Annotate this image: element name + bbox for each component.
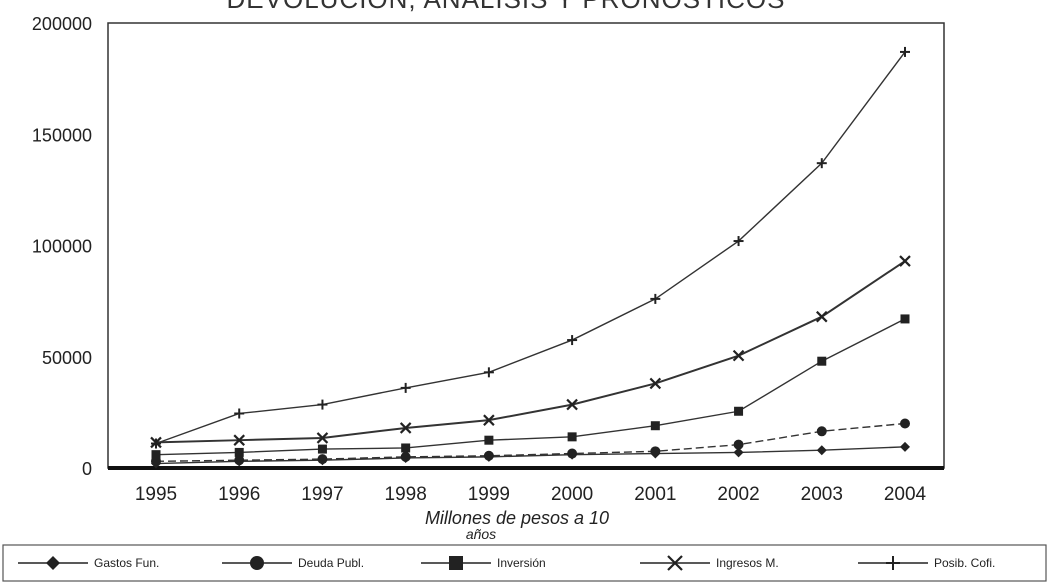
legend-label: Inversión bbox=[497, 556, 546, 570]
data-point bbox=[650, 446, 661, 457]
legend-items: Gastos Fun. Deuda Publ. Inversión Ingresos … bbox=[18, 555, 995, 571]
data-point bbox=[400, 382, 411, 393]
legend-marker bbox=[667, 555, 683, 571]
data-point bbox=[817, 356, 827, 366]
data-point bbox=[732, 349, 745, 362]
data-point bbox=[567, 432, 577, 442]
x-tick-label: 1998 bbox=[385, 484, 427, 505]
x-tick-label: 1997 bbox=[301, 484, 343, 505]
data-point bbox=[816, 158, 827, 169]
data-point bbox=[650, 421, 660, 431]
data-point bbox=[484, 435, 494, 445]
x-tick-label: 2004 bbox=[884, 484, 927, 505]
x-tick-label: 1999 bbox=[468, 484, 510, 505]
data-point bbox=[816, 445, 827, 456]
legend-item: Gastos Fun. bbox=[18, 556, 159, 570]
marker-stroke bbox=[566, 398, 578, 411]
x-axis-label: Millones de pesos a 10 años bbox=[425, 508, 609, 542]
x-tick-label: 1996 bbox=[218, 484, 260, 505]
legend-label: Posib. Cofi. bbox=[934, 556, 995, 570]
series-circle bbox=[151, 418, 910, 467]
y-tick-label: 50000 bbox=[42, 348, 92, 368]
data-point bbox=[566, 398, 578, 411]
y-tick-label: 100000 bbox=[32, 237, 92, 257]
marker-stroke bbox=[899, 255, 911, 267]
legend-marker bbox=[449, 556, 463, 570]
series-layer bbox=[150, 46, 911, 469]
legend-item: Deuda Publ. bbox=[222, 556, 364, 570]
marker-stroke bbox=[667, 555, 683, 571]
y-tick-label: 0 bbox=[82, 459, 92, 479]
data-point bbox=[151, 450, 161, 460]
data-point bbox=[399, 422, 412, 434]
data-point bbox=[567, 335, 578, 346]
marker-stroke bbox=[649, 377, 662, 390]
marker-stroke bbox=[483, 414, 495, 426]
x-tick-label: 2002 bbox=[717, 484, 759, 505]
marker-stroke bbox=[316, 432, 329, 444]
data-point bbox=[233, 434, 246, 446]
legend-marker bbox=[46, 556, 60, 570]
series-x bbox=[150, 255, 911, 449]
marker-stroke bbox=[815, 310, 828, 323]
legend-item: Ingresos M. bbox=[640, 555, 779, 571]
data-point bbox=[483, 450, 494, 461]
data-point bbox=[733, 439, 744, 450]
marker-stroke bbox=[233, 434, 246, 446]
data-point bbox=[317, 399, 328, 410]
series-line bbox=[155, 422, 906, 463]
data-point bbox=[649, 377, 662, 390]
y-tick-label: 150000 bbox=[32, 125, 92, 145]
data-point bbox=[483, 367, 494, 378]
x-tick-label: 1995 bbox=[135, 484, 177, 505]
legend-marker bbox=[886, 556, 900, 570]
x-tick-label: 2001 bbox=[634, 484, 676, 505]
plot-frame bbox=[107, 22, 945, 469]
legend-label: Gastos Fun. bbox=[94, 556, 159, 570]
chart-title: DEVOLUCIÓN, ANÁLISIS Y PRONÓSTICOS bbox=[227, 0, 786, 14]
legend-item: Inversión bbox=[421, 556, 546, 570]
data-point bbox=[234, 447, 244, 457]
legend-label: Deuda Publ. bbox=[298, 556, 364, 570]
data-point bbox=[900, 314, 910, 324]
data-point bbox=[401, 443, 411, 453]
data-point bbox=[151, 438, 161, 449]
y-tick-label: 200000 bbox=[32, 14, 92, 34]
data-point bbox=[816, 426, 827, 437]
data-point bbox=[733, 447, 744, 458]
series-plus bbox=[151, 46, 910, 449]
series-line bbox=[155, 51, 906, 445]
data-point bbox=[733, 236, 744, 247]
x-axis-ticks: 1995 1996 1997 1998 1999 2000 2001 2002 2003 2004 bbox=[135, 484, 927, 505]
data-point bbox=[900, 441, 910, 452]
data-point bbox=[234, 408, 245, 419]
series-square bbox=[151, 314, 910, 460]
data-point bbox=[567, 448, 578, 459]
legend-label: Ingresos M. bbox=[716, 556, 779, 570]
series-line bbox=[155, 318, 906, 456]
marker-stroke bbox=[399, 422, 412, 434]
data-point bbox=[316, 432, 329, 444]
data-point bbox=[483, 414, 495, 426]
marker-stroke bbox=[732, 349, 745, 362]
series-line bbox=[155, 260, 906, 444]
data-point bbox=[900, 418, 910, 429]
y-axis: 0 50000 100000 150000 200000 bbox=[32, 14, 92, 479]
data-point bbox=[899, 255, 911, 267]
legend-item: Posib. Cofi. bbox=[858, 556, 995, 570]
series-line bbox=[155, 446, 906, 465]
data-point bbox=[734, 406, 744, 416]
data-point bbox=[317, 454, 328, 465]
legend-marker bbox=[250, 556, 264, 570]
data-point bbox=[234, 455, 245, 466]
x-tick-label: 2003 bbox=[801, 484, 843, 505]
data-point bbox=[400, 451, 411, 462]
data-point bbox=[317, 444, 327, 454]
x-tick-label: 2000 bbox=[551, 484, 593, 505]
data-point bbox=[650, 293, 661, 304]
data-point bbox=[815, 310, 828, 323]
data-point bbox=[900, 46, 910, 57]
